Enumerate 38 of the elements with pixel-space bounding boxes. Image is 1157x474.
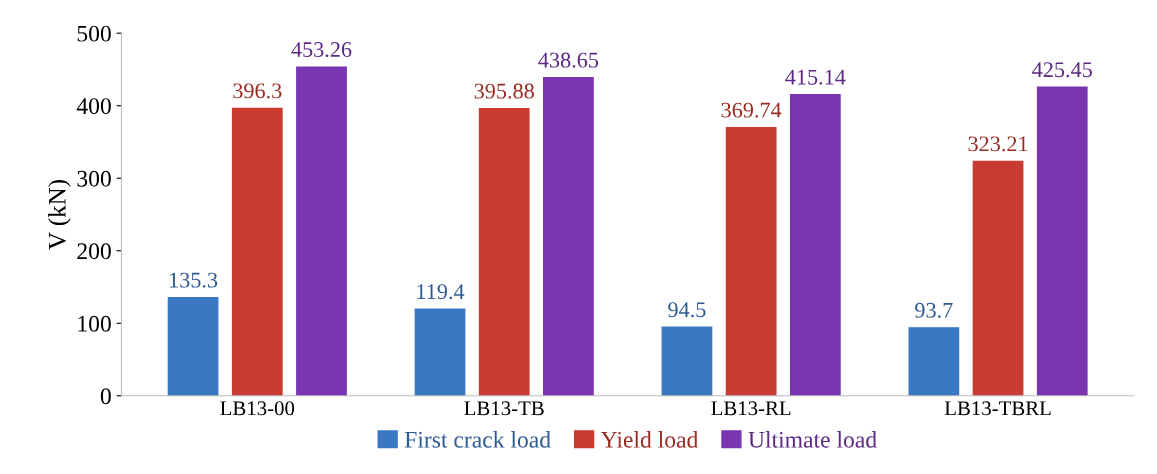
x-tick-label: LB13-RL [711, 401, 791, 416]
bar [478, 107, 530, 396]
data-label: 453.26 [291, 42, 352, 58]
data-label: 323.21 [968, 136, 1028, 152]
data-label: 425.45 [1032, 62, 1092, 78]
data-label: 438.65 [538, 52, 599, 68]
bar [167, 296, 219, 396]
x-tick-label: LB13-00 [220, 401, 295, 416]
y-tick-label: 500 [77, 25, 111, 42]
bar [414, 308, 466, 396]
legend-label: Yield load [600, 431, 699, 448]
y-tick-label: 300 [77, 170, 111, 187]
bar [908, 327, 960, 396]
data-label: 395.88 [474, 83, 534, 99]
y-tick-label: 200 [77, 243, 111, 260]
bar [789, 94, 841, 396]
bar [231, 107, 283, 396]
x-tick-label: LB13-TB [464, 401, 544, 416]
y-axis-title: V (kN) [48, 180, 71, 250]
data-label: 94.5 [668, 302, 706, 318]
data-label: 119.4 [417, 284, 465, 300]
y-tick-label: 400 [76, 98, 111, 115]
data-label: 396.3 [233, 83, 282, 99]
x-tick-label: LB13-TBRL [944, 401, 1051, 416]
bar [296, 66, 347, 396]
bar [1036, 86, 1088, 396]
data-label: 369.74 [721, 102, 782, 118]
bar [661, 326, 713, 396]
data-label: 415.14 [785, 69, 846, 85]
bar [725, 126, 777, 396]
bar [543, 76, 594, 396]
legend-label: Ultimate load [748, 431, 877, 448]
y-tick-label: 0 [100, 388, 111, 405]
bar [972, 160, 1024, 396]
legend-label: First crack load [404, 431, 551, 448]
data-label: 93.7 [915, 302, 953, 318]
y-tick-label: 100 [78, 315, 111, 332]
data-label: 135.3 [170, 272, 218, 288]
